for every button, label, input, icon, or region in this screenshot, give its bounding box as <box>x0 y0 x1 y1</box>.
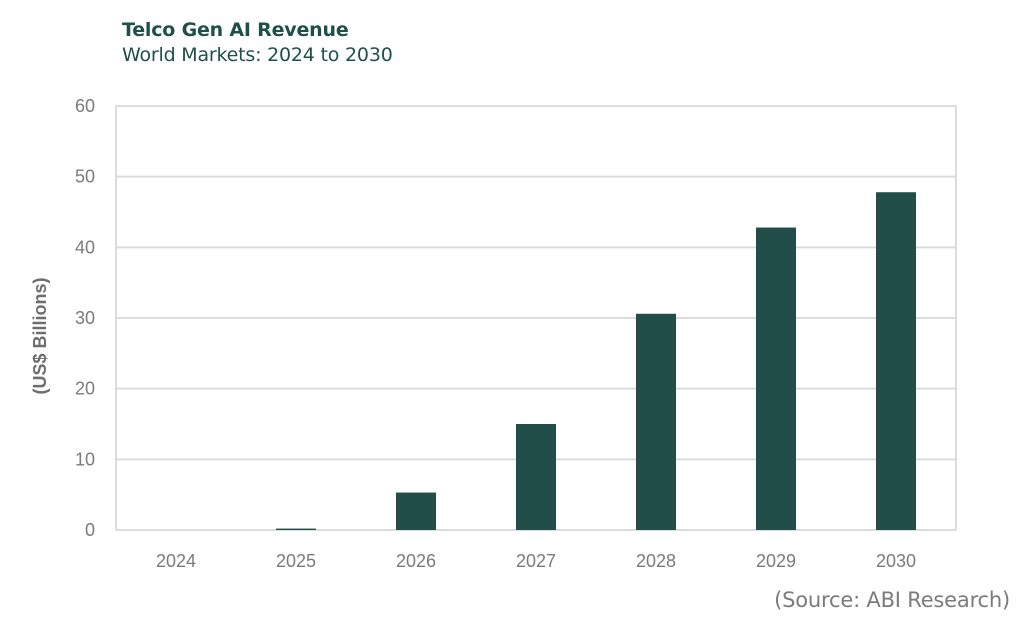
y-tick-label: 0 <box>85 520 95 540</box>
x-tick-label: 2029 <box>756 551 796 571</box>
x-tick-label: 2026 <box>396 551 436 571</box>
x-tick-label: 2024 <box>156 551 196 571</box>
chart-title: Telco Gen AI Revenue <box>122 19 349 41</box>
y-tick-label: 30 <box>75 308 95 328</box>
plot-frame <box>115 106 957 530</box>
y-tick-label: 60 <box>75 96 95 116</box>
x-tick-label: 2028 <box>636 551 676 571</box>
x-tick-label: 2030 <box>876 551 916 571</box>
bars <box>276 192 916 531</box>
x-tick-label: 2027 <box>516 551 556 571</box>
chart-subtitle: World Markets: 2024 to 2030 <box>122 44 393 66</box>
y-axis-ticks: 0 10 20 30 40 50 60 <box>75 96 95 540</box>
bar-2029 <box>756 227 796 530</box>
bar-2026 <box>396 492 436 530</box>
bar-2025 <box>276 528 316 530</box>
y-tick-label: 10 <box>75 449 95 469</box>
source-note: (Source: ABI Research) <box>774 588 1010 612</box>
y-tick-label: 50 <box>75 167 95 187</box>
y-tick-label: 20 <box>75 379 95 399</box>
bar-2030 <box>876 192 916 531</box>
y-axis-label: (US$ Billions) <box>30 277 50 394</box>
bar-2028 <box>636 313 676 530</box>
bar-2027 <box>516 424 556 530</box>
y-tick-label: 40 <box>75 237 95 257</box>
x-tick-label: 2025 <box>276 551 316 571</box>
gridlines <box>116 105 956 531</box>
x-axis-ticks: 2024 2025 2026 2027 2028 2029 2030 <box>156 551 916 571</box>
